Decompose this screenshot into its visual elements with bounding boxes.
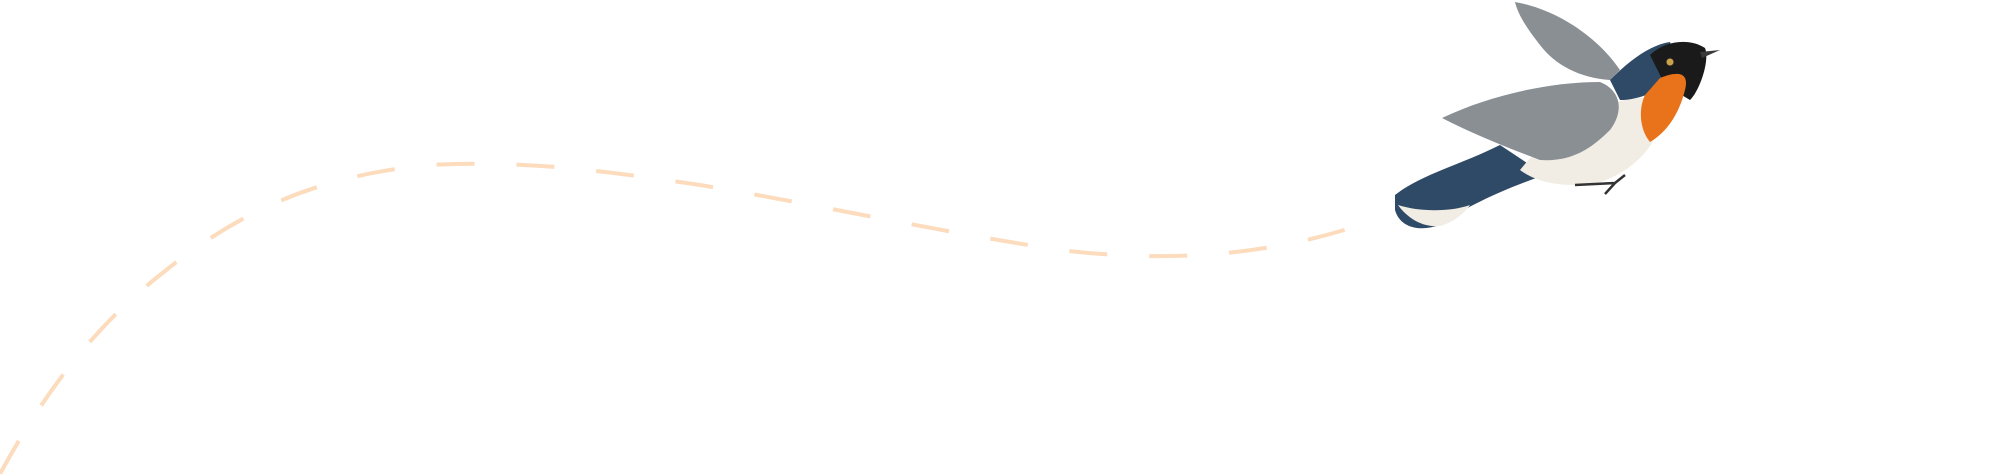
bird-eye: [1665, 57, 1675, 67]
bird-lower-wing: [1442, 82, 1619, 161]
bird-tail-tip: [1398, 205, 1470, 227]
bird-icon: [1395, 2, 1720, 229]
bird-tail: [1395, 145, 1545, 229]
dashed-flight-path: [0, 161, 1361, 474]
bird-throat: [1640, 73, 1686, 142]
bird-head: [1650, 41, 1707, 100]
bird-beak: [1700, 50, 1720, 58]
bird-upper-wing: [1515, 2, 1620, 80]
bird-legs: [1574, 174, 1626, 195]
